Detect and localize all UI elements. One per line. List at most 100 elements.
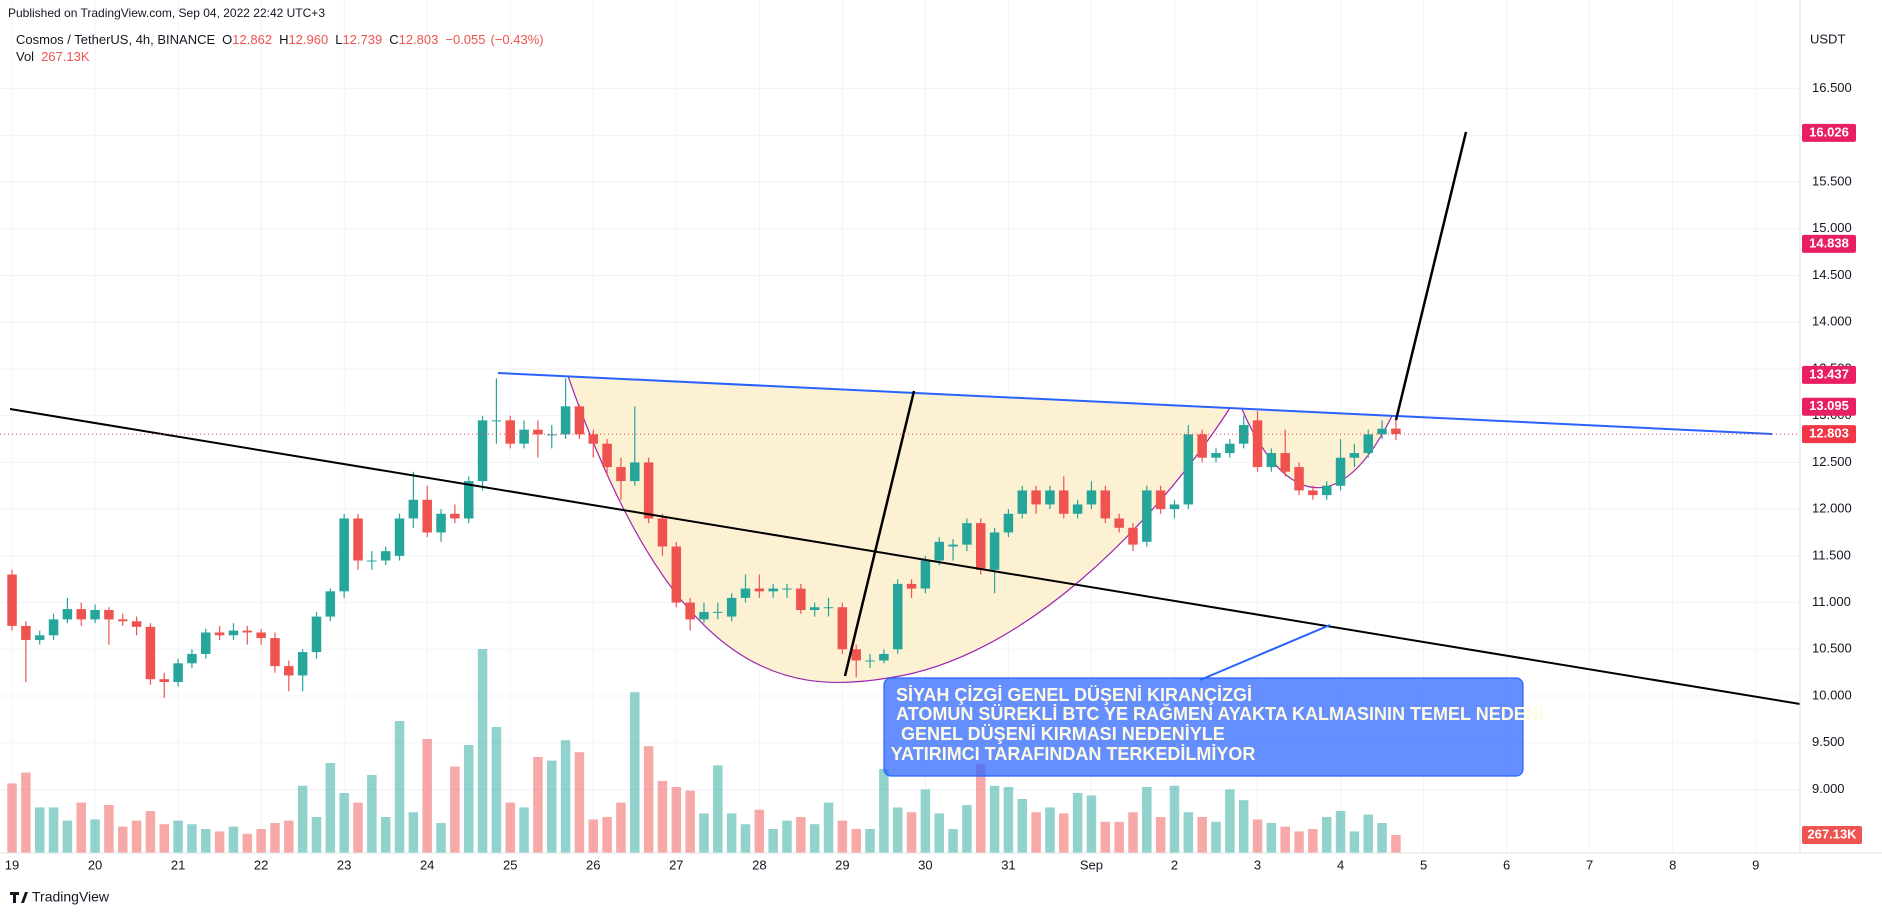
candle-body [1252,420,1263,468]
volume-bar [159,824,170,853]
candle-body [380,551,391,561]
candle-body [505,420,515,444]
volume-bar [228,826,239,853]
candle-body [117,619,128,622]
brand-name: TradingView [32,889,110,905]
volume-bar [823,802,834,853]
annotation-line: ATOMUN SÜREKLİ BTC YE RAĞMEN AYAKTA KALM… [896,703,1544,724]
volume-bar [975,764,986,853]
candle-body [1086,490,1097,505]
volume-bar [131,820,142,853]
price-tag-label: 14.838 [1809,235,1849,250]
volume-bar [1128,812,1138,853]
volume-bar [920,789,931,853]
candle-body [1294,467,1304,491]
volume-bar [1280,826,1290,853]
volume-bar [297,785,308,853]
volume-bar [1155,817,1166,853]
legend-value: 12.803 [399,32,439,47]
candle-body [1031,490,1041,505]
volume-bar [1211,821,1221,853]
candle-body [1072,504,1083,514]
candle-body [477,420,488,482]
volume-bar [284,820,294,853]
candle-body [325,591,336,617]
x-tick-label: 20 [88,857,102,872]
candle-body [726,597,737,617]
candle-body [782,588,792,590]
volume-bar [408,812,419,853]
annotation-line: YATIRIMCI TARAFINDAN TERKEDİLMİYOR [886,744,1255,764]
candle-body [906,583,917,589]
volume-bar [62,820,73,853]
volume-bar [1003,787,1014,853]
candle-body [546,434,557,436]
volume-bar [242,833,253,853]
legend-symbol: Cosmos / TetherUS, 4h, BINANCE [16,32,215,47]
volume-bar [436,823,446,853]
volume-bar [1238,800,1249,853]
volume-bar [1294,831,1304,853]
candle-body [1142,490,1152,542]
x-tick-label: 24 [420,857,434,872]
candle-body [339,518,349,592]
candle-body [837,607,848,650]
y-tick-label: 14.500 [1812,267,1852,282]
brand-logo [10,892,28,903]
volume-bar [1266,823,1277,853]
candle-body [173,663,183,682]
candle-body [920,560,931,589]
candle-body [1100,490,1111,519]
x-tick-label: 8 [1669,857,1676,872]
annotation-line: SİYAH ÇİZGİ GENEL DÜŞENİ KIRANÇİZGİ [896,685,1252,705]
volume-bar [1377,823,1387,853]
volume-bar [962,805,972,853]
price-tag-label: 12.803 [1809,426,1849,441]
x-tick-label: 23 [337,857,351,872]
y-tick-label: 15.000 [1812,220,1852,235]
volume-bar [311,817,322,853]
volume-bar [353,802,363,853]
candle-body [76,609,86,620]
volume-bar [1308,829,1318,853]
candle-body [422,499,432,533]
candle-body [187,653,197,664]
volume-bar [104,805,114,853]
volume-bar [879,769,889,853]
candle-body [1183,434,1194,505]
projection-line [843,390,916,677]
candle-body [740,588,751,598]
volume-bar [602,817,612,853]
x-tick-label: 3 [1254,857,1261,872]
volume-bar [214,831,225,853]
y-tick-label: 9.000 [1812,781,1845,796]
volume-bar [1391,834,1401,853]
volume-bar [740,824,751,853]
volume-bar [948,829,958,853]
volume-bar [782,820,792,853]
y-tick-label: 12.000 [1812,501,1852,516]
candle-body [201,632,211,654]
candle-body [809,607,820,611]
currency-label: USDT [1810,31,1845,46]
volume-bar [1363,814,1373,853]
candle-body [713,611,723,613]
candle-body [214,632,225,636]
legend-value: 12.862 [232,32,272,47]
candle-body [463,481,474,519]
price-tag [1802,425,1856,444]
candle-body [685,602,695,620]
price-tag-label: 13.095 [1809,398,1849,413]
volume-tag [1802,825,1862,844]
volume-bar [796,817,806,853]
volume-bar [643,746,654,853]
volume-bar [1197,817,1207,853]
y-tick-label: 15.500 [1812,173,1852,188]
volume-bar [117,826,128,853]
candle-body [1225,443,1235,454]
volume-bar [671,787,682,853]
candle-body [1321,485,1332,496]
volume-bar [256,829,266,853]
candle-body [270,638,280,667]
volume-bar [187,824,197,853]
